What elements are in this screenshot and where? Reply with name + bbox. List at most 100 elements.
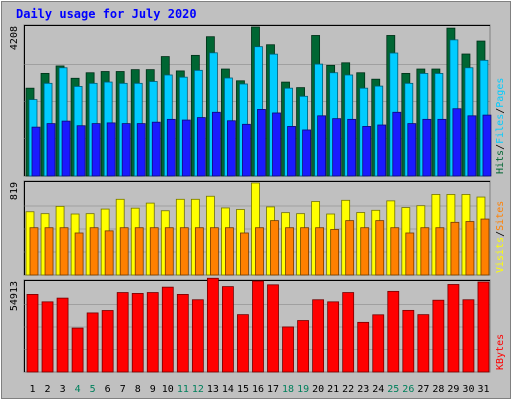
bar-sites	[44, 227, 54, 276]
bar-sites	[29, 227, 39, 276]
bar-sites	[435, 227, 445, 276]
bar-kbytes	[56, 297, 69, 373]
bar-sites	[134, 227, 144, 276]
legend: Hits/Files/Pages	[495, 78, 506, 174]
legend-files: Files	[495, 114, 506, 144]
bar-sites	[345, 220, 355, 276]
day-label: 25	[387, 384, 399, 395]
max-value-label: 819	[9, 182, 20, 200]
day-label: 11	[177, 384, 189, 395]
bar-kbytes	[252, 280, 264, 373]
bar-sites	[164, 227, 174, 276]
bar-kbytes	[417, 314, 430, 373]
bar-sites	[194, 227, 204, 276]
bar-sites	[209, 227, 219, 276]
bar-pages	[227, 120, 236, 177]
bar-sites	[465, 221, 475, 276]
bar-sites	[104, 230, 114, 276]
bar-sites	[74, 232, 84, 276]
day-label: 23	[357, 384, 369, 395]
legend: KBytes	[495, 334, 506, 370]
bar-sites	[149, 227, 159, 276]
bar-sites	[315, 227, 325, 276]
bar-kbytes	[116, 292, 129, 373]
bar-kbytes	[131, 293, 144, 373]
max-value-label: 54913	[9, 281, 20, 311]
bar-sites	[119, 227, 129, 276]
bar-kbytes	[372, 314, 385, 373]
day-label: 15	[237, 384, 249, 395]
legend-separator: /	[495, 231, 506, 237]
bar-kbytes	[86, 312, 99, 373]
bar-sites	[89, 227, 99, 276]
bar-pages	[452, 108, 462, 177]
panel-visits-sites: 819 Visits/Sites	[9, 180, 506, 276]
bar-sites	[390, 227, 400, 276]
day-label: 21	[327, 384, 339, 395]
day-label: 5	[90, 384, 96, 395]
bar-sites	[420, 227, 430, 276]
bar-pages	[121, 123, 131, 177]
bar-pages	[76, 125, 86, 177]
day-label: 22	[342, 384, 354, 395]
bar-sites	[285, 227, 294, 276]
day-label: 12	[192, 384, 204, 395]
day-label: 7	[120, 384, 126, 395]
bar-pages	[437, 118, 447, 177]
day-label: 20	[312, 384, 324, 395]
bar-kbytes	[297, 320, 309, 373]
day-label: 4	[75, 384, 81, 395]
bar-kbytes	[191, 299, 204, 373]
legend-pages: Pages	[495, 78, 506, 108]
bar-kbytes	[146, 292, 159, 373]
legend-separator: /	[495, 144, 506, 150]
day-label: 24	[372, 384, 384, 395]
bar-kbytes	[447, 284, 460, 373]
day-label: 13	[207, 384, 219, 395]
bar-pages	[181, 119, 191, 177]
bar-sites	[179, 227, 189, 276]
bar-pages	[302, 129, 311, 177]
bar-sites	[255, 227, 264, 276]
bar-kbytes	[432, 299, 445, 373]
bar-sites	[360, 227, 370, 276]
day-label: 17	[267, 384, 279, 395]
day-label: 9	[150, 384, 156, 395]
bar-pages	[317, 115, 327, 177]
day-label: 27	[417, 384, 429, 395]
bar-sites	[450, 221, 460, 276]
bar-kbytes	[387, 290, 400, 373]
legend: Visits/Sites	[495, 201, 506, 273]
day-label: 26	[402, 384, 414, 395]
bar-pages	[482, 114, 492, 177]
bar-pages	[196, 117, 206, 177]
bar-kbytes	[327, 301, 340, 373]
bar-pages	[31, 126, 41, 177]
bar-sites	[330, 229, 340, 276]
bar-kbytes	[402, 309, 415, 373]
day-label: 18	[282, 384, 294, 395]
chart-panels: 4208Hits/Files/Pages819Visits/Sites54913…	[9, 24, 506, 373]
day-label: 14	[222, 384, 234, 395]
bar-sites	[405, 232, 415, 276]
day-label: 8	[135, 384, 141, 395]
bar-sites	[225, 227, 234, 276]
day-label: 10	[162, 384, 174, 395]
bar-pages	[362, 126, 372, 177]
legend-hits: Hits	[495, 150, 506, 174]
day-label: 6	[105, 384, 111, 395]
bar-sites	[375, 220, 385, 276]
bar-kbytes	[161, 286, 174, 373]
bar-pages	[106, 122, 116, 177]
bar-sites	[300, 227, 309, 276]
day-axis: 1 2 3 4 5 6 7 8 9 10 11 12 13 14 15 16 17 18 19 20 21 22 23 24 2…	[30, 384, 490, 395]
bar-pages	[377, 124, 387, 177]
bar-kbytes	[342, 292, 355, 373]
legend-visits: Visits	[495, 237, 506, 273]
bar-kbytes	[101, 310, 114, 373]
day-label: 28	[432, 384, 444, 395]
day-label: 1	[30, 384, 36, 395]
bar-pages	[46, 123, 56, 177]
